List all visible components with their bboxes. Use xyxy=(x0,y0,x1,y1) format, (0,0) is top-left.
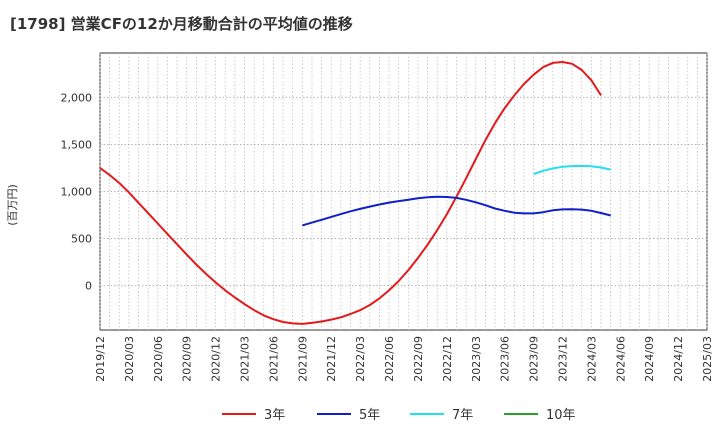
legend-label-0: 3年 xyxy=(264,408,285,423)
series-lines xyxy=(99,61,611,325)
x-tick-label: 2021/06 xyxy=(267,336,280,382)
x-tick-label: 2020/06 xyxy=(152,336,165,382)
x-tick-label: 2022/06 xyxy=(383,336,396,382)
x-tick-label: 2022/03 xyxy=(354,336,367,382)
y-tick-label: 1,500 xyxy=(61,138,93,151)
y-tick-label: 1,000 xyxy=(61,186,93,199)
x-tick-label: 2021/03 xyxy=(239,336,252,382)
x-tick-label: 2024/09 xyxy=(643,336,656,382)
x-tick-label: 2022/12 xyxy=(441,336,454,382)
x-tick-label: 2024/12 xyxy=(672,336,685,382)
x-tick-label: 2023/12 xyxy=(556,336,569,382)
x-tick-label: 2023/03 xyxy=(470,336,483,382)
x-tick-label: 2021/12 xyxy=(325,336,338,382)
legend: 3年 5年 7年 10年 xyxy=(222,408,576,423)
x-tick-label: 2022/09 xyxy=(412,336,425,382)
x-tick-label: 2019/12 xyxy=(94,336,107,382)
x-axis-ticks: 2019/12 2020/03 2020/06 2020/09 2020/12 2021/… xyxy=(94,336,714,382)
legend-label-1: 5年 xyxy=(359,408,380,423)
x-tick-label: 2023/09 xyxy=(528,336,541,382)
x-tick-label: 2020/03 xyxy=(123,336,136,382)
x-tick-label: 2024/03 xyxy=(585,336,598,382)
legend-label-3: 10年 xyxy=(546,408,576,423)
y-axis-ticks: 0 500 1,000 1,500 2,000 xyxy=(61,91,93,292)
series-line-0 xyxy=(99,61,602,325)
x-tick-label: 2024/06 xyxy=(614,336,627,382)
x-tick-label: 2021/09 xyxy=(296,336,309,382)
x-tick-label: 2020/09 xyxy=(181,336,194,382)
y-axis-label: (百万円) xyxy=(6,184,19,226)
chart-title: [1798] 営業CFの12か月移動合計の平均値の推移 xyxy=(10,15,353,33)
legend-label-2: 7年 xyxy=(452,408,473,423)
y-tick-label: 2,000 xyxy=(61,91,93,104)
y-tick-label: 500 xyxy=(71,233,92,246)
grid-lines xyxy=(99,53,708,330)
x-tick-label: 2020/12 xyxy=(210,336,223,382)
series-line-2 xyxy=(533,164,611,176)
x-tick-label: 2023/06 xyxy=(499,336,512,382)
series-line-1 xyxy=(302,195,611,227)
x-tick-label: 2025/03 xyxy=(701,336,714,382)
y-tick-label: 0 xyxy=(85,280,92,293)
